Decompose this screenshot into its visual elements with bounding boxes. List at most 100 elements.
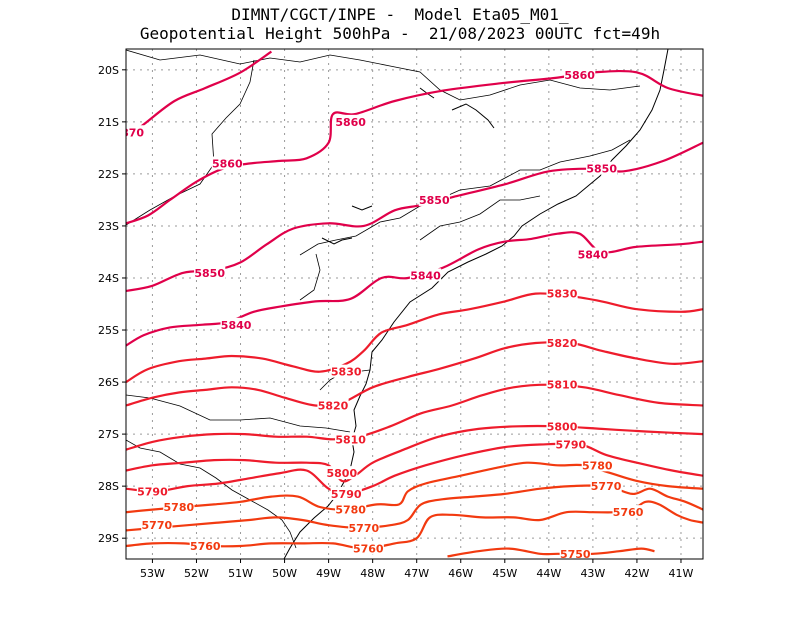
contour-label-bg <box>163 499 195 513</box>
map-frame <box>125 48 704 560</box>
lon-label: 45W <box>492 567 517 580</box>
coastline-borders <box>126 49 669 559</box>
contour-label-5850: 5850 <box>419 194 450 207</box>
contour-label-5850: 5850 <box>194 267 225 280</box>
contour-label-bg <box>612 505 644 519</box>
contour-label-bg <box>555 437 587 451</box>
lon-label: 50W <box>272 567 297 580</box>
contour-label-bg <box>409 268 442 282</box>
contour-label-bg <box>546 286 578 300</box>
lon-label: 53W <box>140 567 165 580</box>
contour-label-5820: 5820 <box>318 399 349 412</box>
lon-label: 46W <box>448 567 473 580</box>
lon-label: 49W <box>316 567 341 580</box>
contour-5790 <box>126 442 703 496</box>
contour-label-bg <box>577 247 609 261</box>
contour-label-bg <box>564 68 596 82</box>
contour-label-5800: 5800 <box>547 420 578 433</box>
contour-label-5840: 5840 <box>221 319 252 332</box>
contour-label-bg <box>586 161 618 175</box>
lon-label: 52W <box>184 567 209 580</box>
contour-label-5830: 5830 <box>331 366 362 379</box>
contour-label-bg <box>141 518 173 532</box>
contour-label-bg <box>352 541 384 555</box>
contour-label-bg <box>335 432 367 446</box>
contour-label-bg <box>335 502 367 516</box>
lat-label: 24S <box>98 272 119 285</box>
contour-label-bg <box>330 486 362 500</box>
contour-label-bg <box>546 336 578 350</box>
contour-label-bg <box>581 458 613 472</box>
lon-label: 43W <box>580 567 605 580</box>
contour-label-bg <box>348 520 380 534</box>
axes: 53W 52W 51W 50W 49W 48W 47W 46W 45W 44W 43W 42W 41W 2… <box>98 64 694 580</box>
contour-label-bg <box>559 546 591 559</box>
contour-label-5800: 5800 <box>327 467 358 480</box>
contour-5770 <box>126 484 703 532</box>
lon-label: 42W <box>624 567 649 580</box>
contour-label-5840: 5840 <box>410 269 441 282</box>
contour-5870 <box>126 50 273 139</box>
contour-label-5770: 5770 <box>349 522 380 535</box>
contour-label-bg <box>317 398 349 412</box>
contour-label-5790: 5790 <box>137 485 168 498</box>
contour-5820 <box>126 341 703 407</box>
contour-label-bg <box>126 125 145 139</box>
contour-label-5780: 5780 <box>164 501 195 514</box>
contour-label-bg <box>335 114 367 128</box>
contour-label-bg <box>330 364 362 378</box>
contour-label-bg <box>211 156 243 170</box>
lat-label: 28S <box>98 480 119 493</box>
contour-label-bg <box>189 538 221 552</box>
lat-label: 25S <box>98 324 119 337</box>
lon-label: 41W <box>669 567 694 580</box>
contour-label-5810: 5810 <box>547 379 578 392</box>
lat-label: 23S <box>98 220 119 233</box>
lon-label: 44W <box>536 567 561 580</box>
lat-label: 29S <box>98 532 119 545</box>
contour-5810 <box>126 383 703 451</box>
contour-label-bg <box>418 192 450 206</box>
contour-label-5780: 5780 <box>335 504 366 517</box>
lat-label: 27S <box>98 428 119 441</box>
lat-label: 22S <box>98 168 119 181</box>
title-line-1: DIMNT/CGCT/INPE - Model Eta05_M01_ <box>231 5 569 24</box>
contour-5760 <box>126 500 703 550</box>
title-line-2: Geopotential Height 500hPa - 21/08/2023 … <box>139 24 661 43</box>
contour-5750 <box>447 547 655 558</box>
lon-label: 51W <box>228 567 253 580</box>
contour-5840 <box>126 231 703 347</box>
contour-label-5770: 5770 <box>142 519 173 532</box>
contour-label-5850: 5850 <box>586 163 617 176</box>
contour-label-5840: 5840 <box>578 249 609 262</box>
contour-label-5790: 5790 <box>331 488 362 501</box>
contour-label-bg <box>194 265 226 279</box>
contour-labels: 870 5860 5860 5860 5850 5850 5850 5840 5840 5840 5… <box>121 68 644 561</box>
lon-label: 47W <box>404 567 429 580</box>
contour-label-5870: 870 <box>121 126 144 139</box>
contour-label-bg <box>546 377 578 391</box>
contour-label-5790: 5790 <box>556 439 587 452</box>
contour-label-bg <box>546 419 578 433</box>
contour-label-5770: 5770 <box>591 480 622 493</box>
contour-label-5760: 5760 <box>353 543 384 556</box>
contour-label-bg <box>326 466 358 480</box>
lat-label: 20S <box>98 64 119 77</box>
contour-label-5860: 5860 <box>212 157 243 170</box>
contour-label-5830: 5830 <box>547 288 578 301</box>
lon-label: 48W <box>360 567 385 580</box>
contour-label-bg <box>590 479 622 493</box>
contour-label-5750: 5750 <box>560 548 591 561</box>
lat-label: 26S <box>98 376 119 389</box>
contour-5830 <box>126 292 703 384</box>
contour-label-5860: 5860 <box>564 69 595 82</box>
contour-label-bg <box>136 484 169 498</box>
contour-label-5760: 5760 <box>613 506 644 519</box>
contour-label-5780: 5780 <box>582 459 613 472</box>
contour-label-5860: 5860 <box>335 116 366 129</box>
contour-label-bg <box>220 317 252 331</box>
contour-label-5760: 5760 <box>190 540 221 553</box>
contour-label-5820: 5820 <box>547 337 578 350</box>
contour-label-5810: 5810 <box>335 433 366 446</box>
